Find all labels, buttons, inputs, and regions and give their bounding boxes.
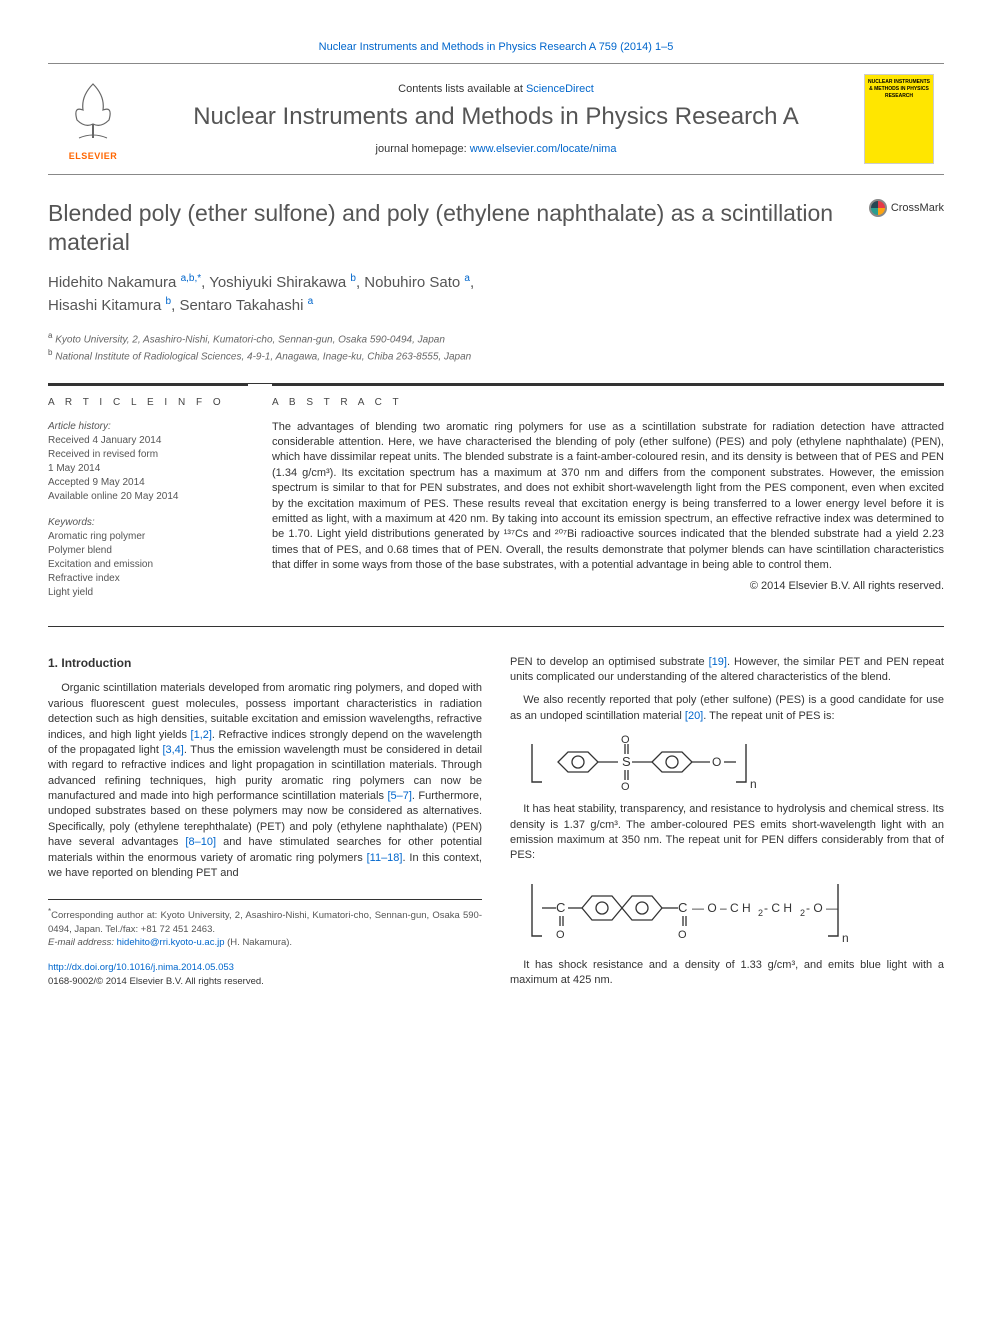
banner-center: Contents lists available at ScienceDirec… [138, 82, 854, 158]
keyword-2: Excitation and emission [48, 559, 153, 570]
corresponding-email-link[interactable]: hidehito@rri.kyoto-u.ac.jp [117, 937, 225, 948]
keyword-4: Light yield [48, 587, 93, 598]
p2-a: PEN to develop an optimised substrate [510, 656, 709, 668]
p3-b: . The repeat unit of PES is: [703, 710, 834, 722]
email-label: E-mail address: [48, 937, 117, 948]
article-info-column: A R T I C L E I N F O Article history: R… [48, 384, 248, 612]
svg-text:C: C [556, 900, 565, 915]
section-title: Introduction [61, 656, 131, 670]
svg-text:- O —: - O — [806, 901, 838, 915]
authors: Hidehito Nakamura a,b,*, Yoshiyuki Shira… [48, 271, 944, 318]
section-heading: 1. Introduction [48, 655, 482, 672]
publisher-block: ELSEVIER [48, 76, 138, 163]
paragraph-1: Organic scintillation materials develope… [48, 681, 482, 881]
svg-text:O: O [556, 929, 565, 941]
svg-text:O: O [621, 781, 630, 793]
history-line-0: Received 4 January 2014 [48, 435, 161, 446]
doi-block: http://dx.doi.org/10.1016/j.nima.2014.05… [48, 961, 482, 988]
ref-20[interactable]: [20] [685, 710, 703, 722]
doi-link[interactable]: http://dx.doi.org/10.1016/j.nima.2014.05… [48, 962, 234, 973]
paragraph-4: It has heat stability, transparency, and… [510, 802, 944, 864]
abstract-column: A B S T R A C T The advantages of blendi… [272, 384, 944, 612]
keywords-label: Keywords: [48, 517, 95, 528]
authors-line-1: Hidehito Nakamura a,b,*, Yoshiyuki Shira… [48, 271, 944, 295]
ref-19[interactable]: [19] [709, 656, 727, 668]
svg-text:n: n [842, 931, 849, 945]
title-row: Blended poly (ether sulfone) and poly (e… [48, 199, 944, 257]
affiliation-a: a Kyoto University, 2, Asashiro-Nishi, K… [48, 330, 944, 347]
journal-full-reference: Nuclear Instruments and Methods in Physi… [48, 40, 944, 55]
svg-text:2: 2 [800, 908, 805, 918]
contents-prefix: Contents lists available at [398, 83, 526, 95]
ref-11-18[interactable]: [11–18] [367, 852, 403, 864]
svg-text:O: O [678, 929, 687, 941]
history-line-3: Accepted 9 May 2014 [48, 477, 145, 488]
history-line-2: 1 May 2014 [48, 463, 100, 474]
info-abstract-row: A R T I C L E I N F O Article history: R… [48, 383, 944, 627]
journal-banner: ELSEVIER Contents lists available at Sci… [48, 63, 944, 175]
crossmark-icon [869, 199, 887, 217]
svg-text:O: O [621, 734, 630, 746]
pen-repeat-unit-structure: C O C O — O – C H [524, 872, 944, 950]
abstract-text: The advantages of blending two aromatic … [272, 420, 944, 574]
homepage-link[interactable]: www.elsevier.com/locate/nima [470, 143, 617, 155]
email-owner: (H. Nakamura). [225, 937, 293, 948]
svg-text:- C H: - C H [764, 901, 792, 915]
article-history-block: Article history: Received 4 January 2014… [48, 420, 248, 504]
keyword-0: Aromatic ring polymer [48, 531, 145, 542]
homepage-prefix: journal homepage: [376, 143, 470, 155]
elsevier-tree-icon [63, 76, 123, 146]
abstract-copyright: © 2014 Elsevier B.V. All rights reserved… [272, 579, 944, 594]
svg-text:— O – C H: — O – C H [692, 901, 751, 915]
crossmark-label: CrossMark [891, 201, 944, 216]
svg-text:S: S [622, 754, 631, 769]
pes-repeat-unit-structure: S O O O n [524, 732, 944, 794]
email-line: E-mail address: hidehito@rri.kyoto-u.ac.… [48, 936, 482, 949]
issn-copyright-line: 0168-9002/© 2014 Elsevier B.V. All right… [48, 976, 264, 987]
ref-3-4[interactable]: [3,4] [162, 744, 183, 756]
journal-reference-link[interactable]: Nuclear Instruments and Methods in Physi… [319, 41, 674, 53]
journal-name: Nuclear Instruments and Methods in Physi… [138, 103, 854, 132]
article-title: Blended poly (ether sulfone) and poly (e… [48, 199, 854, 257]
homepage-line: journal homepage: www.elsevier.com/locat… [138, 142, 854, 157]
abstract-heading: A B S T R A C T [272, 396, 944, 410]
keyword-1: Polymer blend [48, 545, 112, 556]
section-number: 1. [48, 656, 58, 670]
paragraph-3: We also recently reported that poly (eth… [510, 693, 944, 724]
contents-line: Contents lists available at ScienceDirec… [138, 82, 854, 97]
crossmark-badge[interactable]: CrossMark [854, 199, 944, 217]
paragraph-2: PEN to develop an optimised substrate [1… [510, 655, 944, 686]
affiliations: a Kyoto University, 2, Asashiro-Nishi, K… [48, 330, 944, 365]
left-column: 1. Introduction Organic scintillation ma… [48, 655, 482, 997]
ref-8-10[interactable]: [8–10] [185, 836, 216, 848]
corresponding-text: Corresponding author at: Kyoto Universit… [48, 911, 482, 935]
affiliation-a-text: Kyoto University, 2, Asashiro-Nishi, Kum… [55, 334, 445, 345]
ref-5-7[interactable]: [5–7] [387, 790, 411, 802]
sciencedirect-link[interactable]: ScienceDirect [526, 83, 594, 95]
corresponding-author-note: *Corresponding author at: Kyoto Universi… [48, 906, 482, 936]
right-column: PEN to develop an optimised substrate [1… [510, 655, 944, 997]
keyword-3: Refractive index [48, 573, 120, 584]
article-info-heading: A R T I C L E I N F O [48, 396, 248, 410]
svg-text:n: n [750, 777, 757, 791]
paragraph-5: It has shock resistance and a density of… [510, 958, 944, 989]
footnotes: *Corresponding author at: Kyoto Universi… [48, 899, 482, 949]
affiliation-b-text: National Institute of Radiological Scien… [55, 352, 471, 363]
keywords-block: Keywords: Aromatic ring polymer Polymer … [48, 516, 248, 600]
history-line-1: Received in revised form [48, 449, 158, 460]
history-line-4: Available online 20 May 2014 [48, 491, 178, 502]
body-columns: 1. Introduction Organic scintillation ma… [48, 655, 944, 997]
ref-1-2[interactable]: [1,2] [191, 729, 212, 741]
affiliation-b: b National Institute of Radiological Sci… [48, 347, 944, 364]
svg-text:2: 2 [758, 908, 763, 918]
publisher-label: ELSEVIER [69, 150, 118, 163]
svg-text:C: C [678, 900, 687, 915]
journal-cover-thumbnail: NUCLEAR INSTRUMENTS & METHODS IN PHYSICS… [864, 74, 934, 164]
banner-right: NUCLEAR INSTRUMENTS & METHODS IN PHYSICS… [854, 74, 944, 164]
history-label: Article history: [48, 421, 111, 432]
svg-text:O: O [712, 755, 721, 769]
authors-line-2: Hisashi Kitamura b, Sentaro Takahashi a [48, 294, 944, 318]
